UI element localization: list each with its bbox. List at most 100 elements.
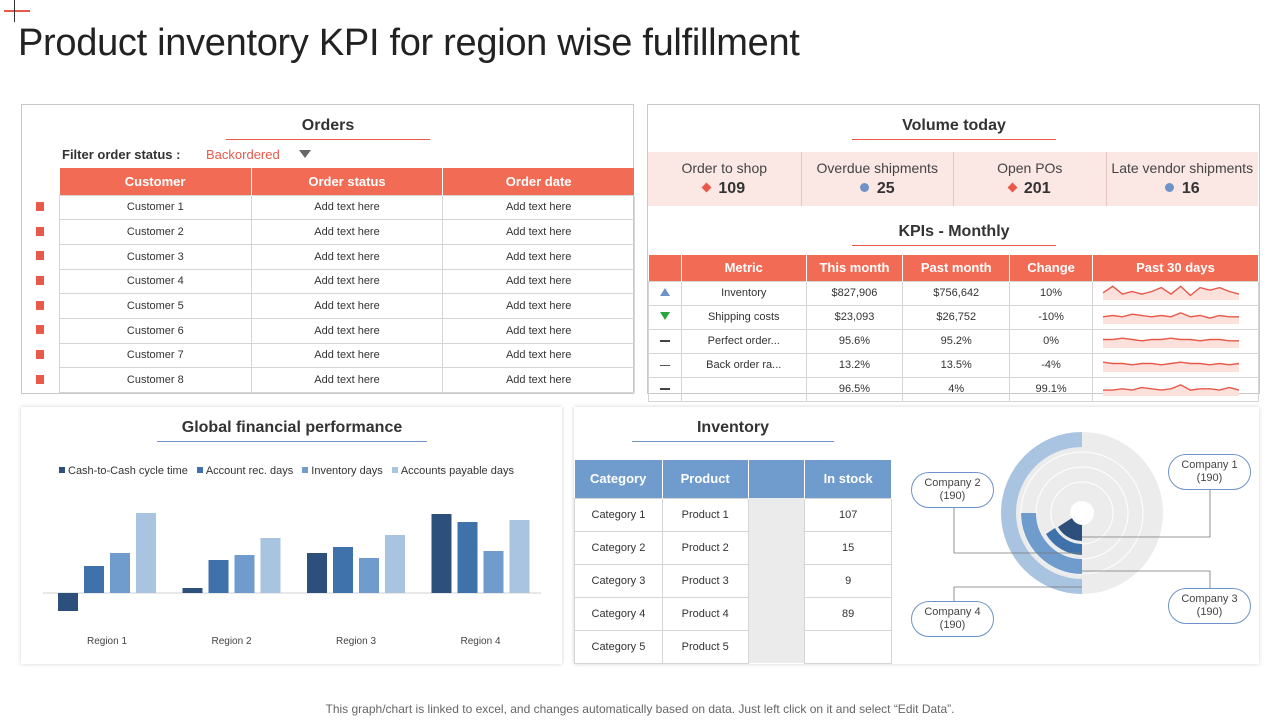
callout-company-2[interactable]: Company 2 (190) (911, 472, 994, 508)
bar[interactable] (58, 593, 78, 611)
orders-cell-date: Add text here (442, 219, 635, 245)
kpi-col-change[interactable]: Change (1009, 255, 1093, 281)
financial-legend: Cash-to-Cash cycle time Account rec. days… (59, 465, 523, 477)
callout-company-3[interactable]: Company 3 (190) (1168, 588, 1251, 624)
volume-item: Late vendor shipments 16 (1105, 152, 1259, 206)
bar[interactable] (483, 551, 504, 593)
kpi-col-past-month[interactable]: Past month (902, 255, 1011, 281)
filter-order-status-select[interactable]: Backordered (206, 147, 280, 162)
bar[interactable] (431, 514, 452, 593)
kpi-col-this-month[interactable]: This month (806, 255, 904, 281)
company-radial-chart[interactable] (574, 407, 1259, 664)
inventory-cell-in-stock: 15 (804, 530, 892, 565)
kpi-cell-change: -4% (1009, 352, 1093, 378)
bar[interactable] (509, 520, 530, 593)
bar[interactable] (307, 553, 327, 593)
orders-col-date[interactable]: Order date (442, 168, 635, 195)
inventory-table: Category Product In stock Category 1 Prod… (574, 460, 892, 664)
orders-cell-status: Add text here (250, 293, 444, 319)
radial-arc-company-3[interactable] (1046, 528, 1082, 555)
radial-arc-company-2[interactable] (1021, 513, 1082, 574)
orders-row[interactable]: Customer 1 Add text here Add text here (59, 194, 635, 221)
bar[interactable] (84, 566, 104, 593)
sparkline-chart (1103, 336, 1240, 348)
orders-row[interactable]: Customer 6 Add text here Add text here (59, 317, 635, 344)
x-tick-label: Region 1 (87, 636, 127, 647)
kpi-row[interactable]: Inventory $827,906 $756,642 10% (648, 280, 1260, 306)
kpi-cell-this-month: 13.2% (805, 352, 904, 378)
dot-icon (859, 183, 869, 192)
kpi-cell-past-month: $26,752 (902, 304, 1011, 330)
orders-cell-date: Add text here (442, 367, 635, 393)
chevron-down-icon[interactable] (299, 150, 311, 158)
kpi-cell-this-month: $23,093 (805, 304, 904, 330)
orders-col-customer[interactable]: Customer (59, 168, 252, 195)
orders-cell-customer: Customer 1 (59, 194, 252, 221)
kpi-cell-sparkline (1091, 304, 1260, 330)
orders-row[interactable]: Customer 2 Add text here Add text here (59, 219, 635, 245)
financial-bar-chart[interactable]: Region 1 Region 2 Region 3 Region 4 (21, 407, 562, 664)
kpi-col-metric[interactable]: Metric (681, 255, 807, 281)
bar[interactable] (333, 547, 353, 593)
callout-company-1[interactable]: Company 1 (190) (1168, 454, 1251, 490)
radial-arc-company-1[interactable] (1001, 432, 1082, 594)
orders-row[interactable]: Customer 4 Add text here Add text here (59, 268, 635, 295)
bar[interactable] (260, 538, 281, 593)
inventory-row[interactable]: Category 1 Product 1 107 (574, 497, 892, 532)
inventory-cell-bar (747, 498, 806, 531)
orders-cell-customer: Customer 6 (59, 317, 252, 344)
callout-line: (190) (939, 619, 966, 631)
kpi-row[interactable]: Shipping costs $23,093 $26,752 -10% (648, 304, 1260, 330)
kpi-cell-past-month: $756,642 (902, 280, 1011, 306)
kpi-row[interactable]: Back order ra... 13.2% 13.5% -4% (648, 352, 1260, 378)
kpi-cell-this-month: 96.5% (805, 376, 904, 402)
sparkline-chart (1103, 284, 1240, 300)
callout-company-4[interactable]: Company 4 (190) (911, 601, 994, 637)
inventory-cell-bar (747, 531, 806, 564)
bar[interactable] (110, 553, 130, 593)
inventory-cell-in-stock (804, 629, 892, 664)
kpi-cell-this-month: $827,906 (805, 280, 904, 306)
bar[interactable] (136, 513, 156, 593)
bar[interactable] (234, 555, 255, 593)
orders-row[interactable]: Customer 7 Add text here Add text here (59, 342, 635, 369)
volume-item-value-wrap: 25 (802, 180, 954, 198)
sparkline-chart (1103, 311, 1240, 324)
orders-cell-status: Add text here (250, 268, 444, 295)
inventory-row[interactable]: Category 5 Product 5 (574, 629, 892, 664)
kpi-cell-sparkline (1091, 352, 1260, 378)
orders-cell-status: Add text here (250, 219, 444, 245)
orders-row-markers (36, 202, 44, 400)
bar[interactable] (208, 560, 229, 593)
volume-heading: Volume today (852, 117, 1056, 140)
bar[interactable] (182, 588, 203, 593)
orders-col-status[interactable]: Order status (251, 168, 444, 195)
row-marker-icon (36, 226, 44, 236)
inv-col-in-stock[interactable]: In stock (804, 460, 892, 498)
orders-row[interactable]: Customer 3 Add text here Add text here (59, 243, 635, 270)
dot-icon (1164, 183, 1174, 192)
kpi-col-past-30-days[interactable]: Past 30 days (1092, 255, 1260, 281)
inventory-row[interactable]: Category 4 Product 4 89 (574, 596, 892, 631)
orders-row[interactable]: Customer 8 Add text here Add text here (59, 367, 635, 393)
orders-row[interactable]: Customer 5 Add text here Add text here (59, 293, 635, 319)
kpi-cell-metric: Back order ra... (680, 352, 807, 378)
x-tick-label: Region 3 (336, 636, 376, 647)
bar[interactable] (359, 558, 379, 593)
bar[interactable] (385, 535, 405, 593)
footnote: This graph/chart is linked to excel, and… (325, 702, 955, 716)
bar[interactable] (457, 522, 478, 593)
inv-col-category[interactable]: Category (574, 460, 663, 498)
radial-arc-company-4[interactable] (1058, 518, 1082, 541)
thin-dash-icon (659, 364, 670, 366)
legend-swatch (196, 467, 203, 473)
inv-col-product[interactable]: Product (662, 460, 749, 498)
kpi-cell-icon (648, 352, 682, 378)
kpi-row[interactable]: 96.5% 4% 99.1% (648, 376, 1260, 402)
volume-item: Overdue shipments 25 (800, 152, 954, 206)
kpi-row[interactable]: Perfect order... 95.6% 95.2% 0% (648, 328, 1260, 354)
radial-center (1070, 501, 1094, 525)
orders-cell-customer: Customer 4 (59, 268, 252, 295)
orders-cell-date: Add text here (442, 317, 635, 344)
